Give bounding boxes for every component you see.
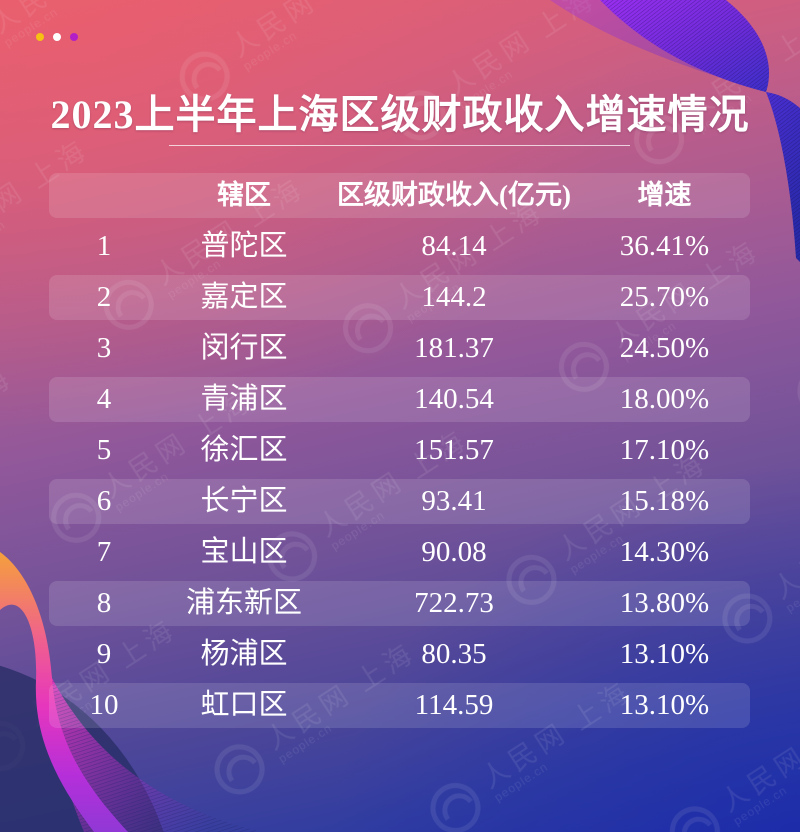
district-cell: 杨浦区 (200, 638, 288, 670)
revenue-cell: 181.37 (414, 332, 494, 364)
growth-cell: 24.50% (619, 332, 710, 364)
rank-cell: 7 (96, 536, 112, 568)
peoplecn-logo-icon (659, 797, 729, 832)
ranking-table: 辖区 区级财政收入(亿元) 增速 1 普陀区 84.14 36.41% 2 嘉定… (49, 173, 750, 734)
district-cell: 普陀区 (200, 230, 288, 262)
district-cell: 徐汇区 (200, 434, 288, 466)
window-dot-yellow (36, 33, 44, 41)
table-header-row: 辖区 区级财政收入(亿元) 增速 (49, 173, 750, 218)
district-cell: 闵行区 (200, 332, 288, 364)
growth-cell: 17.10% (619, 434, 710, 466)
col-header-revenue: 区级财政收入(亿元) (337, 180, 571, 210)
rank-cell: 3 (96, 332, 112, 364)
rank-cell: 9 (96, 638, 112, 670)
rank-cell: 2 (96, 281, 112, 313)
growth-cell: 13.10% (619, 638, 710, 670)
rank-cell: 1 (96, 230, 112, 262)
window-dot-white (53, 33, 61, 41)
district-cell: 虹口区 (200, 689, 288, 721)
district-cell: 宝山区 (200, 536, 288, 568)
revenue-cell: 84.14 (421, 230, 487, 262)
table-row: 7 宝山区 90.08 14.30% (49, 530, 750, 575)
page-title: 2023上半年上海区级财政收入增速情况 (50, 92, 750, 137)
table-row: 6 长宁区 93.41 15.18% (49, 479, 750, 524)
revenue-cell: 114.59 (414, 689, 494, 721)
district-cell: 嘉定区 (200, 281, 288, 313)
revenue-cell: 90.08 (421, 536, 487, 568)
revenue-cell: 140.54 (414, 383, 494, 415)
window-dot-purple (70, 33, 78, 41)
peoplecn-logo-icon (420, 773, 490, 832)
revenue-cell: 80.35 (421, 638, 487, 670)
growth-cell: 15.18% (619, 485, 710, 517)
district-cell: 青浦区 (200, 383, 288, 415)
peoplecn-logo-icon (788, 356, 800, 426)
revenue-cell: 144.2 (421, 281, 487, 313)
revenue-cell: 93.41 (421, 485, 487, 517)
table-row: 4 青浦区 140.54 18.00% (49, 377, 750, 422)
growth-cell: 25.70% (619, 281, 710, 313)
top-right-ribbon-decoration (550, 0, 800, 262)
growth-cell: 14.30% (619, 536, 710, 568)
bottom-left-swoosh-decoration (0, 552, 262, 832)
col-header-growth: 增速 (637, 180, 692, 210)
table-row: 9 杨浦区 80.35 13.10% (49, 632, 750, 677)
col-header-district: 辖区 (217, 180, 271, 210)
revenue-cell: 151.57 (414, 434, 494, 466)
rank-cell: 10 (89, 689, 119, 721)
rank-cell: 4 (96, 383, 112, 415)
window-dots (36, 33, 78, 41)
rank-cell: 5 (96, 434, 112, 466)
table-row: 5 徐汇区 151.57 17.10% (49, 428, 750, 473)
revenue-cell: 722.73 (414, 587, 494, 619)
table-row: 10 虹口区 114.59 13.10% (49, 683, 750, 728)
rank-cell: 6 (96, 485, 112, 517)
table-row: 1 普陀区 84.14 36.41% (49, 224, 750, 269)
growth-cell: 13.10% (619, 689, 710, 721)
district-cell: 浦东新区 (185, 587, 302, 619)
title-underline (169, 145, 630, 146)
growth-cell: 36.41% (619, 230, 710, 262)
table-row: 2 嘉定区 144.2 25.70% (49, 275, 750, 320)
table-row: 3 闵行区 181.37 24.50% (49, 326, 750, 371)
growth-cell: 13.80% (619, 587, 710, 619)
table-row: 8 浦东新区 722.73 13.80% (49, 581, 750, 626)
growth-cell: 18.00% (619, 383, 710, 415)
rank-cell: 8 (96, 587, 112, 619)
district-cell: 长宁区 (200, 485, 288, 517)
